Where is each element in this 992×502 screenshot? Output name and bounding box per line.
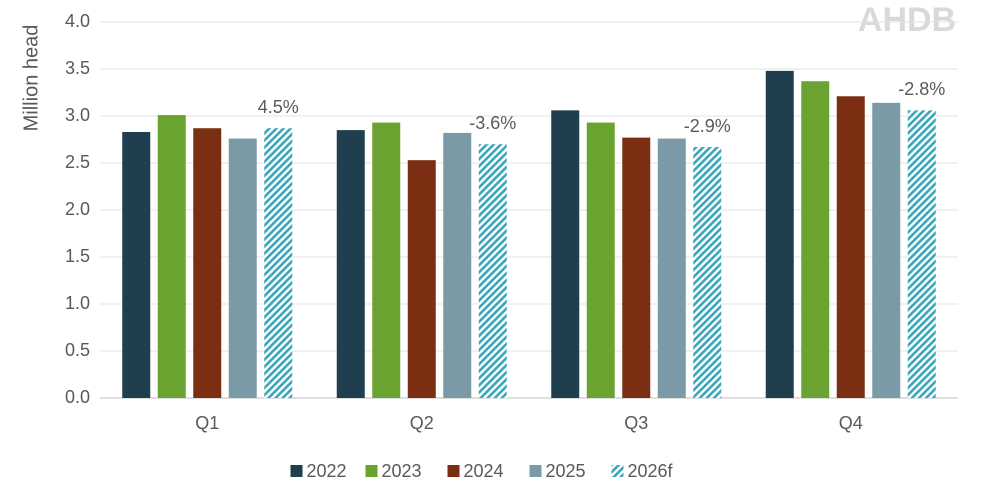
legend-swatch	[447, 465, 460, 477]
legend-swatch	[529, 465, 542, 477]
y-tick-label: 2.0	[65, 199, 90, 219]
y-tick-label: 0.0	[65, 387, 90, 407]
legend-swatch	[611, 465, 624, 477]
y-tick-label: 3.0	[65, 105, 90, 125]
bar	[586, 122, 615, 398]
bar	[801, 81, 830, 398]
bar	[407, 160, 436, 398]
bar	[122, 131, 151, 399]
bar	[836, 96, 865, 398]
annotation: -2.9%	[684, 116, 731, 136]
x-tick-label: Q4	[839, 413, 863, 433]
bar	[228, 138, 257, 398]
bar	[907, 110, 936, 399]
bar	[657, 138, 686, 398]
annotation: -2.8%	[898, 79, 945, 99]
bar	[443, 132, 472, 399]
y-tick-label: 4.0	[65, 11, 90, 31]
logo: AHDB	[858, 1, 956, 39]
legend-label: 2025	[546, 461, 586, 481]
y-axis-label: Million head	[20, 25, 42, 132]
bar	[872, 102, 901, 398]
legend-label: 2023	[382, 461, 422, 481]
legend-swatch	[365, 465, 378, 477]
bar	[157, 115, 186, 398]
legend-swatch	[290, 465, 303, 477]
legend-label: 2024	[464, 461, 504, 481]
x-tick-label: Q1	[195, 413, 219, 433]
legend-label: 2022	[307, 461, 347, 481]
bar	[551, 110, 580, 399]
bar	[693, 147, 722, 398]
bar	[264, 128, 293, 398]
bar	[765, 70, 794, 398]
x-tick-label: Q2	[410, 413, 434, 433]
legend-label: 2026f	[628, 461, 674, 481]
annotation: 4.5%	[258, 97, 299, 117]
bar	[622, 137, 651, 398]
y-tick-label: 3.5	[65, 58, 90, 78]
bar	[372, 122, 401, 398]
x-tick-label: Q3	[624, 413, 648, 433]
y-tick-label: 1.5	[65, 246, 90, 266]
y-tick-label: 0.5	[65, 340, 90, 360]
y-tick-label: 2.5	[65, 152, 90, 172]
y-tick-label: 1.0	[65, 293, 90, 313]
bar	[478, 144, 507, 398]
bar	[193, 128, 222, 398]
annotation: -3.6%	[469, 113, 516, 133]
bar	[336, 130, 365, 398]
